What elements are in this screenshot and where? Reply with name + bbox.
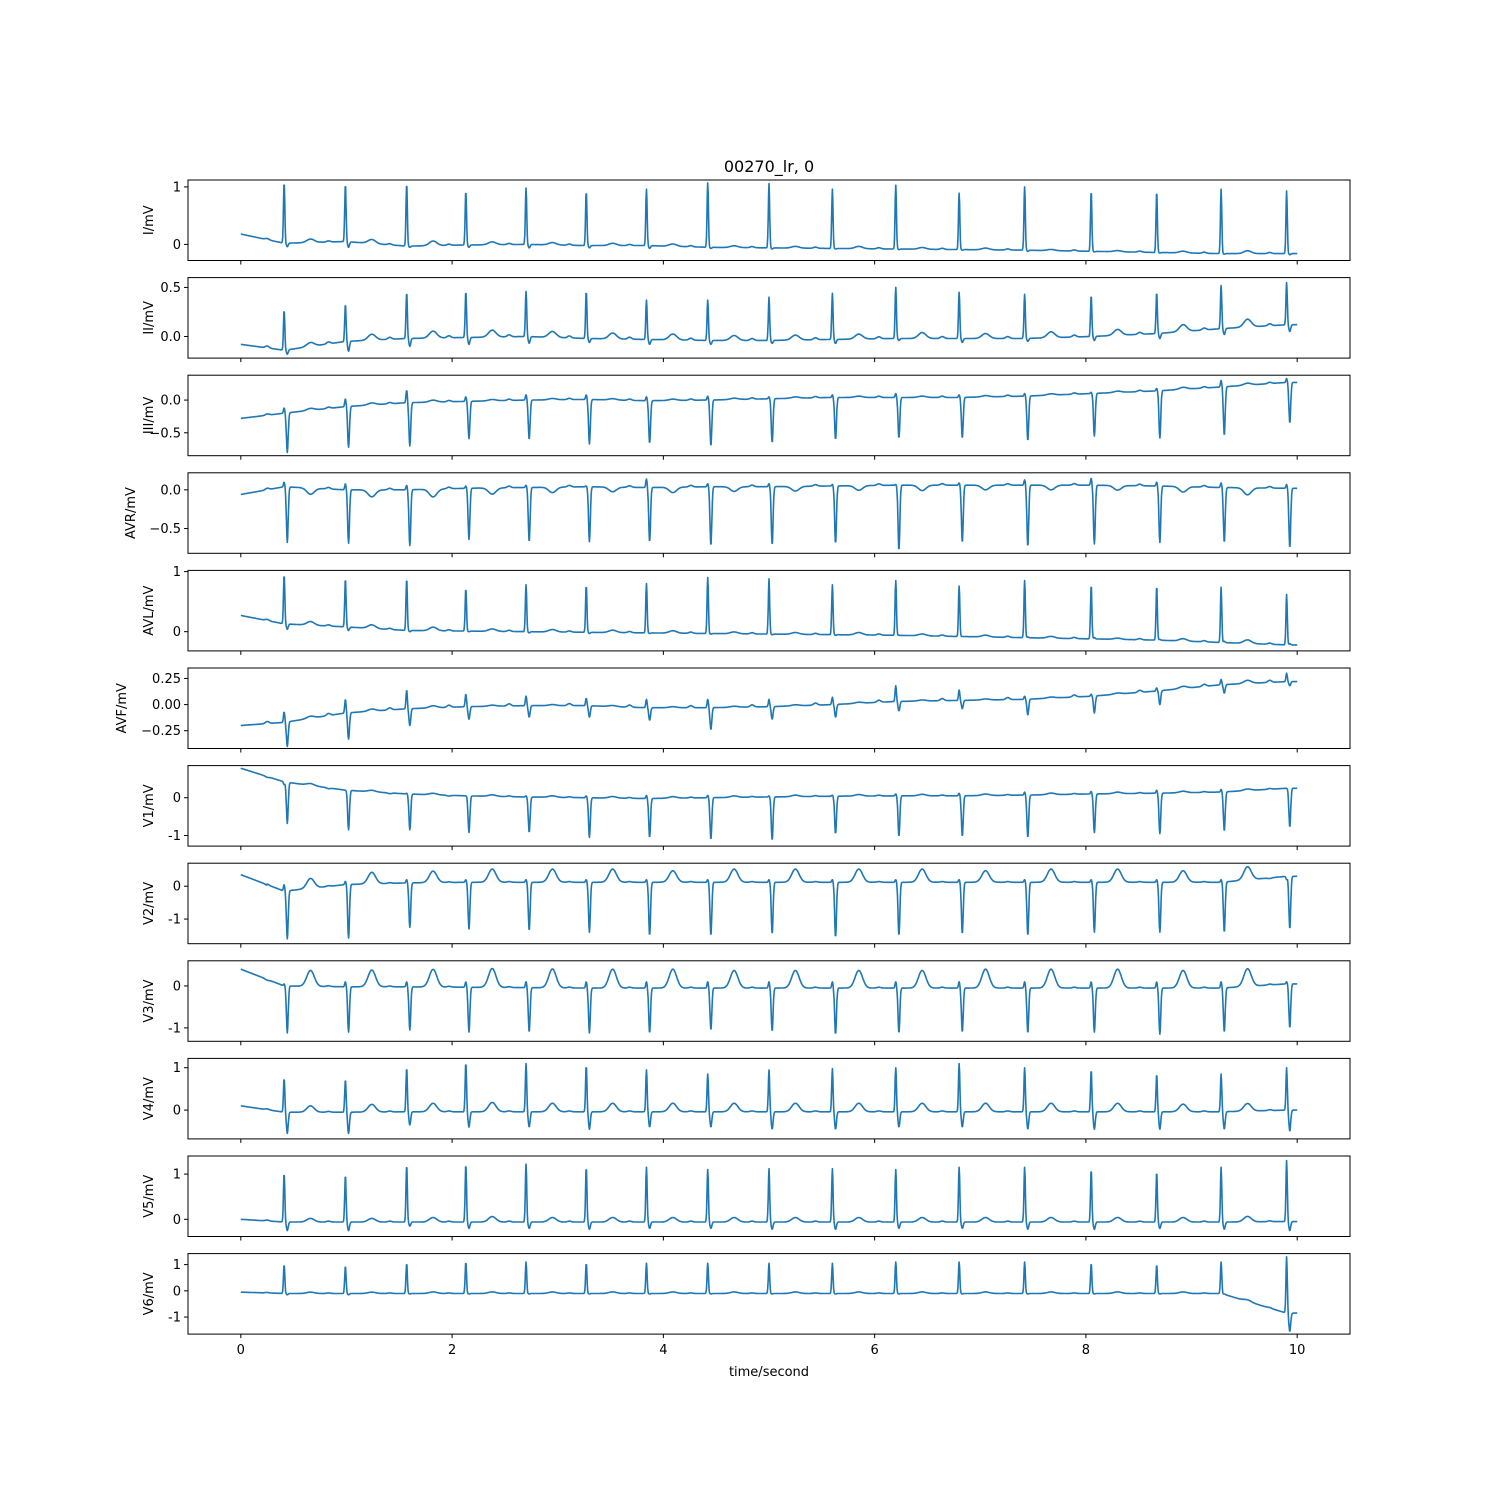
y-tick-label: -1 [168,1311,181,1326]
y-tick-label: 0 [173,625,181,640]
y-tick-label: −0.5 [149,522,181,537]
y-tick-label: 1 [173,565,181,580]
y-tick-label: 0 [173,791,181,806]
y-axis-label: III/mV [142,397,157,435]
y-tick-label: 1 [173,1258,181,1273]
lead-trace [240,1159,1298,1232]
y-tick-label: -1 [168,829,181,844]
lead-trace [240,672,1298,748]
axes-frame [187,862,1351,945]
lead-panel: 0 1 V5/mV [142,1155,1351,1241]
y-tick-label: 0.00 [152,698,181,713]
y-tick-label: 0.0 [160,483,181,498]
lead-panel: −0.25 0.00 0.25 AVF/mV [115,667,1351,753]
lead-panel: -1 0 1 V6/mV 0 2 4 6 8 10 [142,1253,1351,1358]
x-tick-label: 6 [870,1343,878,1358]
lead-trace [240,1256,1298,1332]
y-axis-label: V5/mV [142,1175,157,1218]
y-tick-label: 0 [173,238,181,253]
lead-trace [240,477,1298,550]
y-tick-label: -1 [168,913,181,928]
y-tick-label: −0.5 [149,426,181,441]
axes-frame [187,1253,1351,1335]
axes-frame [187,765,1351,847]
y-tick-label: 0 [173,1104,181,1119]
y-axis-label: V3/mV [142,979,157,1022]
lead-panel: 0 1 AVL/mV [142,565,1351,655]
y-tick-label: 0.0 [160,394,181,409]
y-axis-label: V4/mV [142,1077,157,1120]
y-tick-label: 1 [173,1168,181,1183]
lead-panel: -1 0 V1/mV [142,765,1351,851]
lead-trace [240,1062,1298,1135]
lead-panel: 0 1 I/mV [142,179,1351,265]
y-axis-label: AVR/mV [124,487,139,539]
lead-panels: 01I/mV0.00.5II/mV−0.50.0III/mV−0.50.0AVR… [115,179,1351,1358]
lead-panel: -1 0 V2/mV [142,862,1351,948]
x-tick-label: 0 [237,1343,245,1358]
x-tick-label: 4 [659,1343,667,1358]
y-axis-label: II/mV [142,301,157,335]
lead-trace [240,967,1298,1035]
lead-trace [240,377,1298,454]
axes-frame [187,1057,1351,1140]
x-tick-label: 8 [1082,1343,1090,1358]
lead-trace [240,865,1298,940]
y-tick-label: 0.5 [160,281,181,296]
axes-frame [187,179,1351,261]
lead-panel: -1 0 V3/mV [142,960,1351,1046]
y-axis-label: AVL/mV [142,585,157,635]
axes-frame [187,472,1351,554]
y-tick-label: 1 [173,1061,181,1076]
x-tick-label: 10 [1289,1343,1306,1358]
y-axis-label: V2/mV [142,882,157,925]
y-axis-label: I/mV [142,205,157,235]
y-tick-label: 0 [173,880,181,895]
y-tick-label: 0.25 [152,672,181,687]
lead-trace [240,182,1298,256]
y-axis-label: V1/mV [142,784,157,827]
x-tick-label: 2 [448,1343,456,1358]
x-axis-label: time/second [729,1365,809,1380]
y-tick-label: 0.0 [160,330,181,345]
axes-frame [187,1155,1351,1237]
lead-panel: 0 1 V4/mV [142,1057,1351,1143]
y-tick-label: 0 [173,1284,181,1299]
lead-trace [240,281,1298,356]
chart-title: 00270_lr, 0 [724,157,814,177]
axes-frame [187,960,1351,1042]
axes-frame [187,667,1351,749]
y-tick-label: 1 [173,180,181,195]
axes-frame [187,277,1351,359]
y-axis-label: AVF/mV [115,683,130,733]
lead-trace [240,767,1298,840]
lead-panel: 0.0 0.5II/mV [142,277,1351,363]
y-tick-label: 0 [173,979,181,994]
lead-trace [240,576,1298,646]
y-tick-label: 0 [173,1213,181,1228]
y-tick-label: −0.25 [141,724,181,739]
axes-frame [187,569,1351,652]
lead-panel: −0.5 0.0 AVR/mV [124,472,1351,558]
y-tick-label: -1 [168,1021,181,1036]
y-axis-label: V6/mV [142,1272,157,1315]
axes-frame [187,374,1351,457]
